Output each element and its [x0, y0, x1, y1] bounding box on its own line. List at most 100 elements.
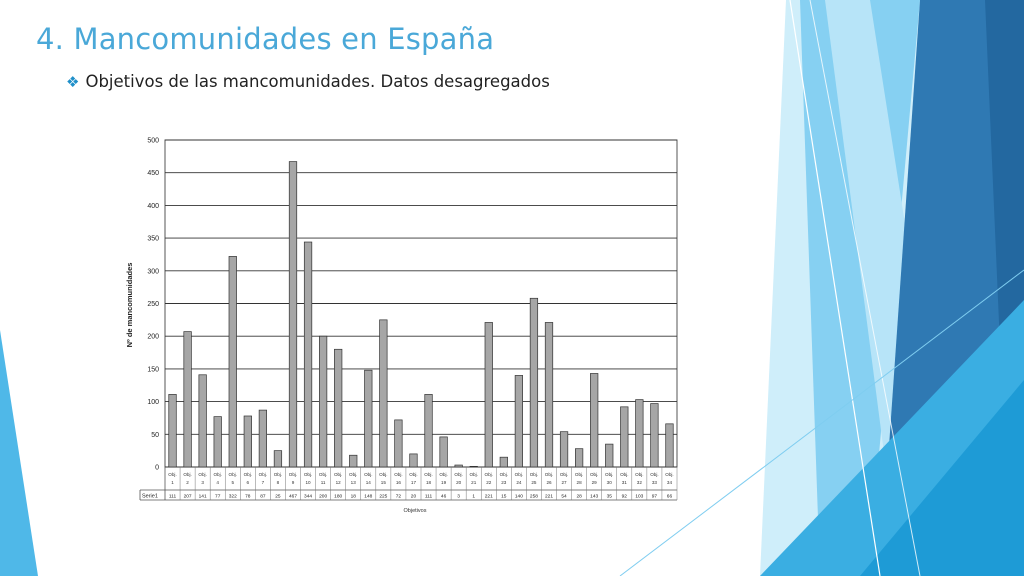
- bar-15: [379, 319, 388, 468]
- table-value: 322: [229, 494, 237, 500]
- y-tick-label: 300: [147, 268, 159, 275]
- x-axis-label: Objetivos: [404, 508, 427, 514]
- bar-27: [559, 431, 569, 468]
- bar-14: [364, 369, 373, 468]
- bar-30: [605, 443, 614, 468]
- y-tick-label: 150: [147, 366, 159, 373]
- table-value: 180: [334, 494, 342, 500]
- bar-2: [183, 331, 192, 468]
- category-label: Obj. 5: [229, 472, 237, 485]
- category-label: Obj. 28: [575, 472, 583, 485]
- slide-subtitle: ❖ Objetivos de las mancomunidades. Datos …: [66, 72, 550, 91]
- bg-line-1: [789, 0, 881, 576]
- y-tick-label: 100: [147, 399, 159, 406]
- bar-5: [228, 256, 237, 468]
- table-value: 103: [635, 494, 643, 500]
- y-tick-label: 500: [147, 138, 159, 145]
- table-value: 20: [411, 494, 417, 500]
- table-value: 72: [396, 494, 402, 500]
- bar-12: [334, 348, 343, 468]
- y-tick-label: 250: [147, 301, 159, 308]
- slide-title: 4. Mancomunidades en España: [36, 22, 495, 56]
- bar-22: [484, 322, 493, 468]
- table-value: 28: [576, 494, 582, 500]
- category-label: Obj. 7: [259, 472, 267, 485]
- y-tick-label: 450: [147, 170, 159, 177]
- category-label: Obj. 12: [334, 472, 342, 485]
- table-value: 148: [364, 494, 372, 500]
- left-edge-shape: [0, 330, 38, 576]
- bar-21: [469, 465, 478, 468]
- bar-13: [349, 454, 358, 468]
- table-value: 111: [169, 494, 177, 500]
- table-value: 344: [304, 494, 312, 500]
- table-value: 35: [607, 494, 613, 500]
- table-value: 25: [275, 494, 281, 500]
- table-value: 54: [561, 494, 567, 500]
- bar-16: [394, 419, 403, 468]
- category-label: Obj. 16: [394, 472, 402, 485]
- category-label: Obj. 2: [183, 472, 191, 485]
- bg-line-3: [619, 269, 1024, 576]
- y-tick-labels: 0 50 100 150 200 250 300 350 400 450 500: [147, 138, 159, 472]
- category-label: Obj. 10: [304, 472, 312, 485]
- bar-3: [198, 374, 207, 468]
- y-tick-label: 50: [151, 432, 159, 439]
- table-value: 467: [289, 494, 297, 500]
- table-value: 46: [441, 494, 447, 500]
- category-label: Obj. 18: [424, 472, 432, 485]
- category-label: Obj. 27: [560, 472, 568, 485]
- table-value: 258: [530, 494, 538, 500]
- table-value: 66: [667, 494, 673, 500]
- category-label: Obj. 1: [168, 472, 176, 485]
- category-label: Obj. 31: [620, 472, 628, 485]
- table-value: 200: [319, 494, 327, 500]
- bar-9: [288, 161, 298, 468]
- category-label: Obj. 26: [545, 472, 553, 485]
- bar-28: [575, 448, 584, 468]
- bar-25: [529, 297, 539, 468]
- bg-shape-bottom-deep: [860, 380, 1024, 576]
- category-label: Obj. 15: [379, 472, 387, 485]
- bar-17: [409, 453, 418, 468]
- data-table: Serie1 Obj. 1 111 Obj. 2 207 Obj. 3 141 Obj. 4 77 Obj…: [139, 467, 678, 501]
- category-label: Obj. 4: [213, 472, 221, 485]
- table-value: 1: [472, 494, 475, 500]
- table-value: 87: [260, 494, 266, 500]
- bar-23: [499, 456, 508, 468]
- bar-24: [514, 375, 523, 468]
- bar-18: [424, 394, 433, 468]
- category-label: Obj. 33: [650, 472, 658, 485]
- category-label: Obj. 30: [605, 472, 613, 485]
- table-value: 3: [457, 494, 460, 500]
- table-value: 97: [652, 494, 658, 500]
- bar-31: [620, 406, 629, 468]
- y-tick-label: 200: [147, 334, 159, 341]
- y-tick-label: 0: [155, 465, 159, 472]
- y-tick-label: 400: [147, 203, 159, 210]
- table-value: 92: [622, 494, 628, 500]
- category-label: Obj. 34: [665, 472, 673, 485]
- bg-line-2: [809, 0, 921, 576]
- category-label: Obj. 22: [485, 472, 493, 485]
- bar-29: [590, 373, 599, 468]
- category-label: Obj. 9: [289, 472, 297, 485]
- bar-11: [319, 335, 328, 468]
- bar-chart: 0 50 100 150 200 250 300 350 400 450 500 Serie1 Obj…: [125, 138, 678, 514]
- bar-8: [273, 450, 283, 468]
- bar-26: [544, 322, 554, 468]
- bar-19: [439, 436, 448, 468]
- category-label: Obj. 20: [454, 472, 462, 485]
- table-value: 221: [545, 494, 553, 500]
- table-value: 18: [351, 494, 357, 500]
- table-value: 15: [501, 494, 507, 500]
- category-label: Obj. 6: [244, 472, 252, 485]
- bar-1: [168, 394, 177, 468]
- bar-32: [635, 399, 644, 468]
- table-value: 78: [245, 494, 251, 500]
- y-axis-label: Nº de mancomunidades: [125, 263, 134, 348]
- category-label: Obj. 3: [198, 472, 206, 485]
- table-value: 225: [379, 494, 387, 500]
- table-value: 207: [184, 494, 192, 500]
- subtitle-text: Objetivos de las mancomunidades. Datos d…: [85, 72, 550, 91]
